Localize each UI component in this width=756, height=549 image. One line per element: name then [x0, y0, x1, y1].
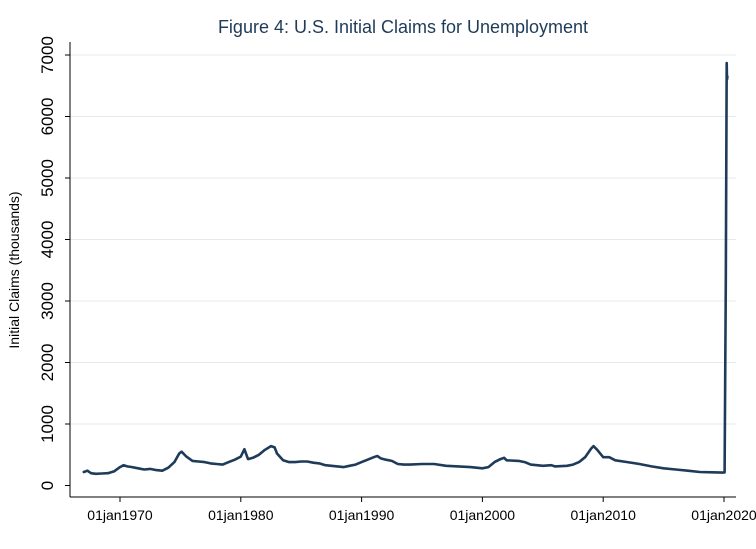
x-tick-label: 01jan1990: [329, 507, 395, 523]
y-axis-ticks: 0 1000 2000 3000 4000 5000 6000 7000: [38, 36, 70, 490]
y-tick-label: 2000: [38, 344, 57, 382]
x-axis-ticks: 01jan1970 01jan1980 01jan1990 01jan2000 01ja…: [87, 497, 756, 523]
x-tick-label: 01jan2010: [570, 507, 636, 523]
y-axis-label: Initial Claims (thousands): [6, 191, 22, 348]
y-tick-label: 0: [38, 481, 57, 490]
chart-title: Figure 4: U.S. Initial Claims for Unempl…: [218, 17, 588, 37]
series-line: [82, 61, 729, 476]
y-tick-label: 7000: [38, 36, 57, 74]
axes: [69, 42, 736, 498]
x-tick-label: 01jan2000: [450, 507, 516, 523]
y-tick-label: 3000: [38, 282, 57, 320]
x-tick-label: 01jan1980: [208, 507, 274, 523]
x-tick-label: 01jan2020: [691, 507, 756, 523]
x-tick-label: 01jan1970: [87, 507, 153, 523]
y-tick-label: 6000: [38, 98, 57, 136]
y-tick-label: 5000: [38, 159, 57, 197]
y-tick-label: 1000: [38, 405, 57, 443]
gridlines: [70, 54, 736, 425]
series-group: [82, 61, 729, 476]
y-tick-label: 4000: [38, 221, 57, 259]
